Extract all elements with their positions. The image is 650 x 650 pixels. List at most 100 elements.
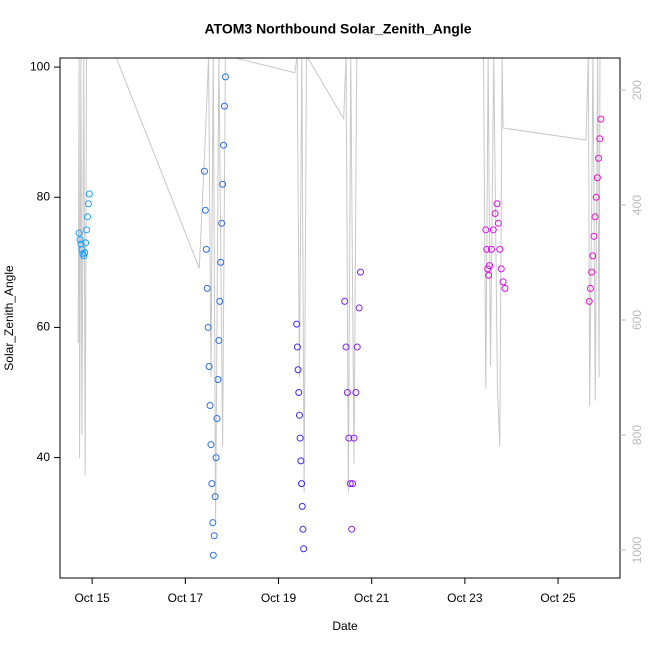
point: [343, 389, 351, 397]
point: [349, 480, 357, 488]
point: [296, 434, 304, 442]
point: [205, 362, 213, 370]
point: [298, 480, 306, 488]
x-tick-label: Oct 19: [261, 591, 297, 605]
point: [294, 366, 302, 374]
point: [590, 232, 598, 240]
point: [207, 441, 215, 449]
point: [80, 252, 88, 260]
point: [342, 343, 350, 351]
point: [346, 480, 354, 488]
point: [293, 343, 301, 351]
y-tick-label: 80: [37, 189, 51, 203]
y-tick-label: 40: [37, 450, 51, 464]
x-tick-label: Oct 21: [354, 591, 390, 605]
point: [493, 200, 501, 208]
point: [218, 219, 226, 227]
point: [499, 278, 507, 286]
point: [501, 284, 509, 292]
x-tick-label: Oct 17: [168, 591, 204, 605]
point: [219, 180, 227, 188]
point: [350, 434, 358, 442]
y-tick-label: 100: [30, 59, 50, 73]
point: [482, 226, 490, 234]
point: [489, 226, 497, 234]
point: [496, 245, 504, 253]
y-tick-label: 60: [37, 320, 51, 334]
point: [355, 304, 363, 312]
point: [586, 284, 594, 292]
point: [220, 141, 228, 149]
point: [82, 239, 90, 247]
point: [75, 229, 83, 237]
point: [595, 154, 603, 162]
point: [201, 206, 209, 214]
point: [592, 193, 600, 201]
point: [300, 545, 308, 553]
y2-tick-label: 800: [630, 425, 644, 445]
point: [593, 174, 601, 182]
point: [212, 454, 220, 462]
x-tick-label: Oct 15: [74, 591, 110, 605]
point: [341, 297, 349, 305]
point: [487, 245, 495, 253]
point: [353, 343, 361, 351]
point: [295, 389, 303, 397]
point: [213, 415, 221, 423]
point: [483, 245, 491, 253]
point: [295, 411, 303, 419]
x-axis-label: Date: [332, 619, 358, 633]
y2-tick-label: 600: [630, 310, 644, 330]
point: [81, 249, 89, 257]
point: [76, 236, 84, 244]
point: [221, 73, 229, 81]
point: [206, 402, 214, 410]
point: [216, 297, 224, 305]
point: [210, 532, 218, 540]
point: [84, 200, 92, 208]
point: [298, 502, 306, 510]
point: [209, 551, 217, 559]
point: [85, 190, 93, 198]
point: [497, 265, 505, 273]
point: [209, 519, 217, 527]
point: [588, 268, 596, 276]
y2-tick-label: 200: [630, 80, 644, 100]
point: [485, 271, 493, 279]
point: [597, 115, 605, 123]
point: [214, 376, 222, 384]
x-tick-label: Oct 23: [447, 591, 483, 605]
y2-tick-label: 1000: [630, 536, 644, 563]
y-axis-label: Solar_Zenith_Angle: [2, 265, 16, 371]
chart-title: ATOM3 Northbound Solar_Zenith_Angle: [204, 21, 471, 37]
point: [356, 268, 364, 276]
point: [211, 493, 219, 501]
point: [83, 226, 91, 234]
point: [591, 213, 599, 221]
point: [494, 219, 502, 227]
point: [585, 297, 593, 305]
point: [299, 525, 307, 533]
point: [215, 336, 223, 344]
x-tick-label: Oct 25: [540, 591, 576, 605]
plot-area: [75, 58, 605, 559]
point: [204, 323, 212, 331]
point: [486, 262, 494, 270]
point: [83, 213, 91, 221]
point: [345, 434, 353, 442]
point: [348, 525, 356, 533]
plot-frame: [59, 57, 621, 579]
pressure-line: [77, 58, 601, 522]
point: [352, 389, 360, 397]
point: [217, 258, 225, 266]
point: [491, 210, 499, 218]
point: [203, 284, 211, 292]
point: [208, 480, 216, 488]
point: [589, 252, 597, 260]
y2-tick-label: 400: [630, 195, 644, 215]
point: [202, 245, 210, 253]
point: [77, 240, 85, 248]
point: [596, 135, 604, 143]
point: [220, 102, 228, 110]
